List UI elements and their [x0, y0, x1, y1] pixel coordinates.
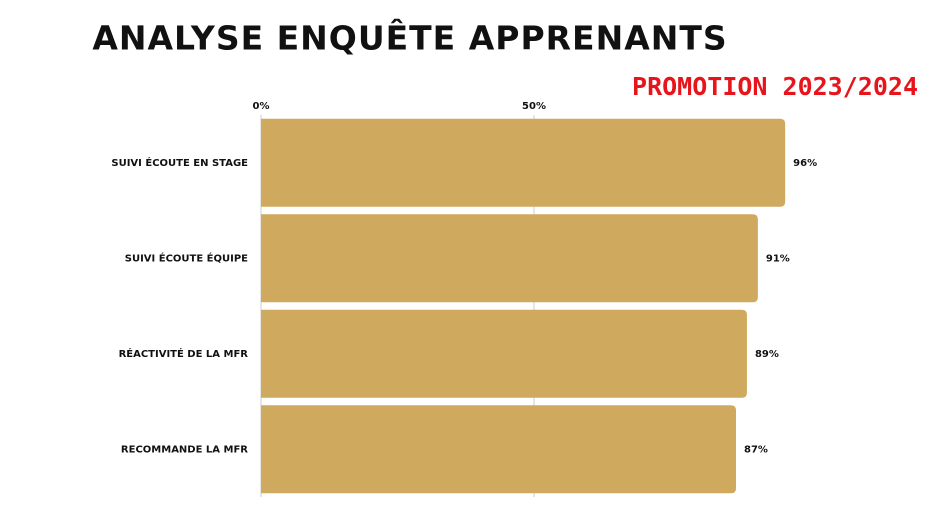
y-tick-label: SUIVI ÉCOUTE ÉQUIPE — [125, 251, 248, 264]
x-tick-label: 50% — [522, 101, 546, 112]
bar — [261, 118, 786, 207]
value-label: 91% — [766, 253, 790, 264]
bar — [261, 405, 737, 494]
y-tick-label: RECOMMANDE LA MFR — [121, 444, 248, 455]
y-tick-label: SUIVI ÉCOUTE EN STAGE — [111, 156, 248, 169]
bar — [261, 309, 747, 398]
chart-subtitle: PROMOTION 2023/2024 — [632, 72, 918, 101]
value-label: 89% — [755, 349, 779, 360]
value-label: 87% — [744, 444, 768, 455]
bar — [261, 214, 758, 303]
value-label: 96% — [793, 158, 817, 169]
y-tick-label: RÉACTIVITÉ DE LA MFR — [119, 347, 249, 360]
chart-title: ANALYSE ENQUÊTE APPRENANTS — [92, 18, 727, 58]
x-tick-label: 0% — [253, 101, 270, 112]
